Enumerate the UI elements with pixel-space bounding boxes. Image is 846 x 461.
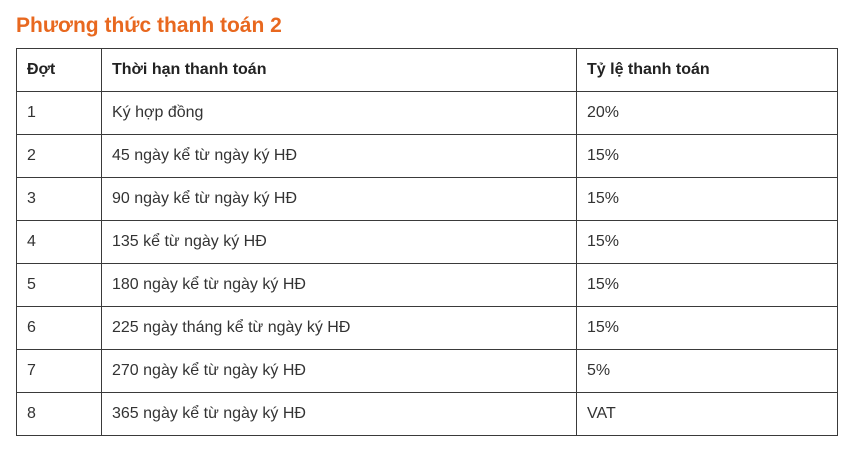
rate-cell: 20% (576, 91, 838, 135)
table-row: 3 90 ngày kể từ ngày ký HĐ 15% (16, 177, 838, 221)
installment-cell: 7 (16, 349, 102, 393)
rate-cell: 15% (576, 306, 838, 350)
term-cell: 135 kể từ ngày ký HĐ (101, 220, 577, 264)
table-header-row: Đợt Thời hạn thanh toán Tỷ lệ thanh toán (16, 48, 838, 92)
table-row: 7 270 ngày kể từ ngày ký HĐ 5% (16, 349, 838, 393)
term-cell: 180 ngày kể từ ngày ký HĐ (101, 263, 577, 307)
installment-cell: 5 (16, 263, 102, 307)
rate-cell: 15% (576, 263, 838, 307)
term-cell: Ký hợp đồng (101, 91, 577, 135)
installment-cell: 3 (16, 177, 102, 221)
payment-section: Phương thức thanh toán 2 Đợt Thời hạn th… (16, 12, 838, 436)
table-row: 6 225 ngày tháng kể từ ngày ký HĐ 15% (16, 306, 838, 350)
header-payment-term: Thời hạn thanh toán (101, 48, 577, 92)
term-cell: 225 ngày tháng kể từ ngày ký HĐ (101, 306, 577, 350)
table-row: 5 180 ngày kể từ ngày ký HĐ 15% (16, 263, 838, 307)
rate-cell: 15% (576, 177, 838, 221)
installment-cell: 1 (16, 91, 102, 135)
rate-cell: 15% (576, 220, 838, 264)
term-cell: 90 ngày kể từ ngày ký HĐ (101, 177, 577, 221)
installment-cell: 8 (16, 392, 102, 436)
rate-cell: VAT (576, 392, 838, 436)
table-row: 2 45 ngày kể từ ngày ký HĐ 15% (16, 134, 838, 178)
table-row: 1 Ký hợp đồng 20% (16, 91, 838, 135)
rate-cell: 5% (576, 349, 838, 393)
rate-cell: 15% (576, 134, 838, 178)
payment-schedule-table: Đợt Thời hạn thanh toán Tỷ lệ thanh toán… (16, 48, 838, 436)
table-row: 8 365 ngày kể từ ngày ký HĐ VAT (16, 392, 838, 436)
installment-cell: 4 (16, 220, 102, 264)
header-payment-rate: Tỷ lệ thanh toán (576, 48, 838, 92)
header-installment: Đợt (16, 48, 102, 92)
term-cell: 365 ngày kể từ ngày ký HĐ (101, 392, 577, 436)
table-row: 4 135 kể từ ngày ký HĐ 15% (16, 220, 838, 264)
term-cell: 45 ngày kể từ ngày ký HĐ (101, 134, 577, 178)
installment-cell: 2 (16, 134, 102, 178)
installment-cell: 6 (16, 306, 102, 350)
section-title: Phương thức thanh toán 2 (16, 14, 282, 37)
term-cell: 270 ngày kể từ ngày ký HĐ (101, 349, 577, 393)
